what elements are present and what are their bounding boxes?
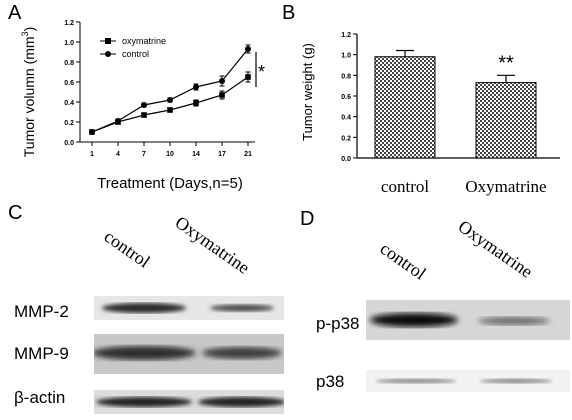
x-tick-label: 14 — [192, 151, 200, 158]
tumor-volume-line-chart: 0.00.20.40.60.81.01.21 4 7 10 14 17 21 Tumor v… — [20, 20, 265, 192]
x-tick-label: 4 — [116, 151, 120, 158]
significance-star: * — [258, 62, 265, 82]
band-mmp9-control — [94, 346, 196, 360]
bar-label-oxymatrine: Oxymatrine — [465, 177, 546, 196]
band-p-p38-control — [370, 313, 458, 327]
chart-b-y-axis-label: Tumor weight (g) — [300, 43, 315, 141]
y-tick-label: 0.6 — [64, 80, 74, 87]
legend-oxymatrine: oxymatrine — [122, 36, 166, 46]
x-tick-label: 10 — [166, 151, 174, 158]
y-tick-label: 0.0 — [341, 156, 351, 163]
y-tick-label: 1.2 — [64, 20, 74, 27]
band-p38-control — [376, 378, 456, 384]
chart-a-legend: oxymatrine control — [100, 36, 166, 59]
band-p-p38-oxymatrine — [478, 317, 550, 325]
y-tick-label: 0.8 — [341, 73, 351, 80]
point-oxymatrine — [193, 100, 199, 106]
band-mmp2-oxymatrine — [210, 304, 274, 312]
legend-square-marker — [105, 38, 111, 44]
y-tick-label: 0.0 — [64, 140, 74, 147]
blot-c-lane-oxymatrine: Oxymatrine — [171, 212, 254, 278]
blot-d-lane-oxymatrine: Oxymatrine — [454, 216, 537, 282]
y-tick-label: 1.0 — [64, 40, 74, 47]
bar-control — [374, 56, 436, 159]
blot-c-lane-control: control — [100, 226, 154, 272]
chart-b-significance: ** — [498, 52, 514, 74]
chart-a-y-axis-label: Tumor volumn (mm3) — [20, 27, 37, 158]
panel-label-b: B — [282, 2, 296, 24]
point-oxymatrine — [219, 92, 225, 98]
panel-label-c: C — [8, 202, 23, 224]
y-tick-label: 0.4 — [341, 115, 351, 122]
band-actin-control — [96, 397, 192, 407]
legend-control: control — [122, 49, 149, 59]
point-control — [89, 129, 95, 135]
point-control — [141, 102, 147, 108]
y-tick-label: 0.2 — [64, 120, 74, 127]
tumor-weight-bar-chart: 0.00.20.40.60.81.01.2 control Oxymatrine … — [300, 32, 560, 196]
point-control — [167, 97, 173, 103]
point-control — [245, 46, 251, 52]
point-oxymatrine — [167, 107, 173, 113]
x-tick-label: 1 — [90, 151, 94, 158]
chart-a-series — [89, 44, 251, 135]
point-oxymatrine — [141, 112, 147, 118]
band-mmp9-oxymatrine — [202, 347, 282, 359]
bar-label-control: control — [381, 177, 429, 196]
panel-label-a: A — [8, 2, 22, 24]
band-actin-oxymatrine — [198, 397, 284, 407]
point-oxymatrine — [245, 74, 251, 80]
y-tick-label: 0.6 — [341, 94, 351, 101]
x-tick-label: 7 — [142, 151, 146, 158]
blot-label-mmp9: MMP-9 — [14, 344, 69, 363]
chart-b-bars: control Oxymatrine — [374, 49, 547, 196]
blot-p38-strip — [366, 370, 570, 392]
blot-label-beta-actin: β-actin — [14, 388, 66, 407]
band-p38-oxymatrine — [480, 378, 552, 384]
legend-circle-marker — [105, 51, 111, 57]
point-control — [115, 118, 121, 124]
chart-a-x-axis-label: Treatment (Days,n=5) — [97, 175, 243, 192]
y-tick-label: 0.8 — [64, 60, 74, 67]
point-control — [193, 84, 199, 90]
blot-d-image — [366, 300, 570, 392]
point-control — [219, 78, 225, 84]
blot-label-p-p38: p-p38 — [316, 314, 360, 333]
x-tick-label: 17 — [218, 151, 226, 158]
x-tick-label: 21 — [244, 151, 252, 158]
bar-oxymatrine — [475, 82, 537, 159]
panel-label-d: D — [300, 208, 315, 230]
y-tick-label: 0.2 — [341, 135, 351, 142]
band-mmp2-control — [102, 303, 186, 313]
y-tick-label: 1.2 — [341, 32, 351, 39]
blot-d-lane-control: control — [376, 238, 430, 284]
blot-c-image — [94, 296, 284, 414]
blot-label-mmp2: MMP-2 — [14, 302, 69, 321]
y-tick-label: 0.4 — [64, 100, 74, 107]
chart-a-axes: 0.00.20.40.60.81.01.21 4 7 10 14 17 21 — [64, 20, 255, 158]
y-tick-label: 1.0 — [341, 53, 351, 60]
blot-label-p38: p38 — [316, 372, 345, 391]
